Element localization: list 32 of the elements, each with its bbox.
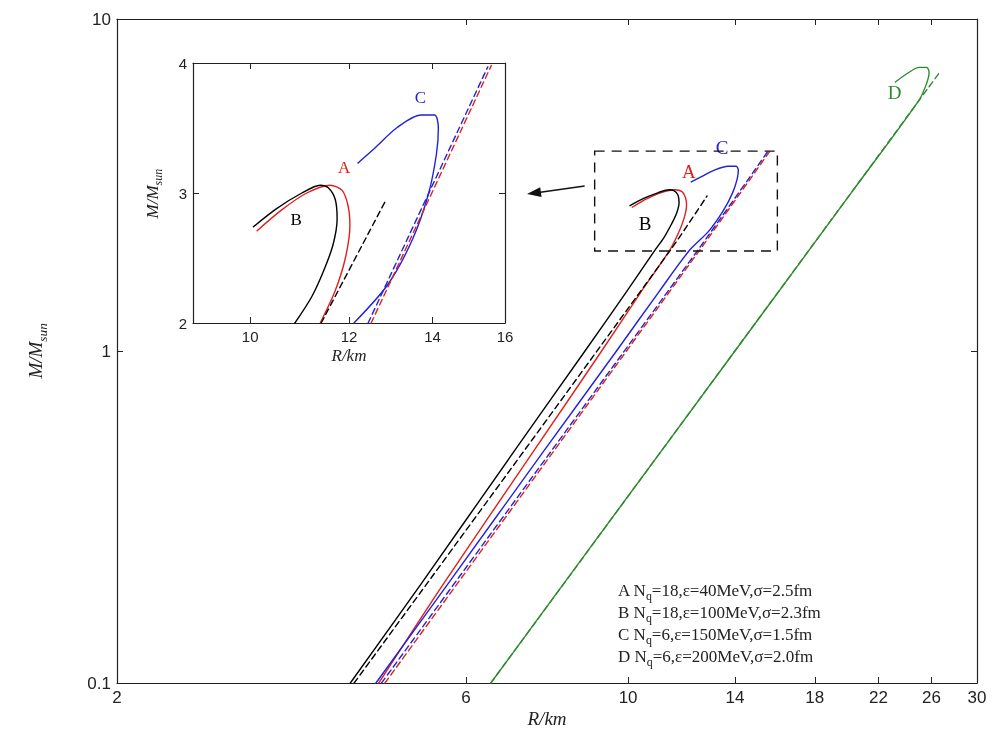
x-tick-label: 14: [725, 688, 745, 707]
line-series: [256, 184, 351, 324]
series-label: A: [338, 158, 352, 178]
y-tick-label: 3: [178, 184, 187, 202]
x-tick-label: 26: [922, 688, 942, 707]
annotation: A N$_{q}$=18,ε=40MeV,σ=2.5fm: [618, 580, 814, 604]
annotation: C N$_{q}$=6,ε=150MeV,σ=1.5fm: [618, 625, 814, 648]
y-tick-label: 1: [101, 341, 111, 361]
series-label: C: [414, 88, 427, 107]
x-tick-label: 12: [340, 328, 358, 345]
y-tick-label: 10: [92, 9, 111, 29]
annotation: B N$_{q}$=18,ε=100MeV,σ=2.3fm: [618, 603, 821, 626]
x-axis-title: R/km: [527, 708, 567, 730]
x-tick-label: 10: [241, 328, 259, 345]
y-tick-label: 2: [178, 314, 187, 332]
x-tick-label: 16: [496, 328, 514, 345]
annotation: D N$_{q}$=6,ε=200MeV,σ=2.0fm: [618, 647, 815, 670]
series-label: B: [290, 210, 302, 230]
line-series: [252, 184, 338, 324]
series-label: B: [638, 212, 652, 234]
y-tick-label: 0.1: [87, 673, 111, 693]
series-label: C: [715, 137, 729, 159]
x-axis-title: R/km: [331, 346, 367, 366]
x-tick-label: 10: [618, 688, 638, 707]
series-label: D: [887, 82, 902, 104]
x-tick-label: 30: [967, 688, 987, 707]
series-label: A: [682, 160, 697, 182]
x-tick-label: 6: [461, 688, 471, 707]
x-tick-label: 18: [805, 688, 825, 707]
y-tick-label: 4: [178, 54, 187, 72]
x-tick-label: 22: [869, 688, 888, 707]
x-tick-label: 14: [424, 328, 441, 345]
